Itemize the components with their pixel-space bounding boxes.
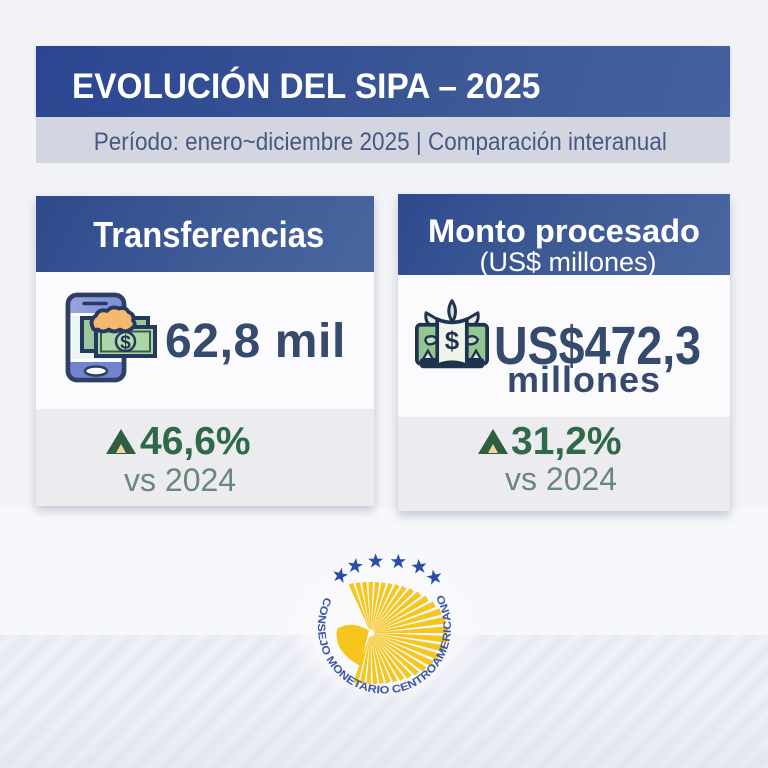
svg-text:$: $ xyxy=(120,333,131,354)
svg-text:$: $ xyxy=(445,328,460,356)
